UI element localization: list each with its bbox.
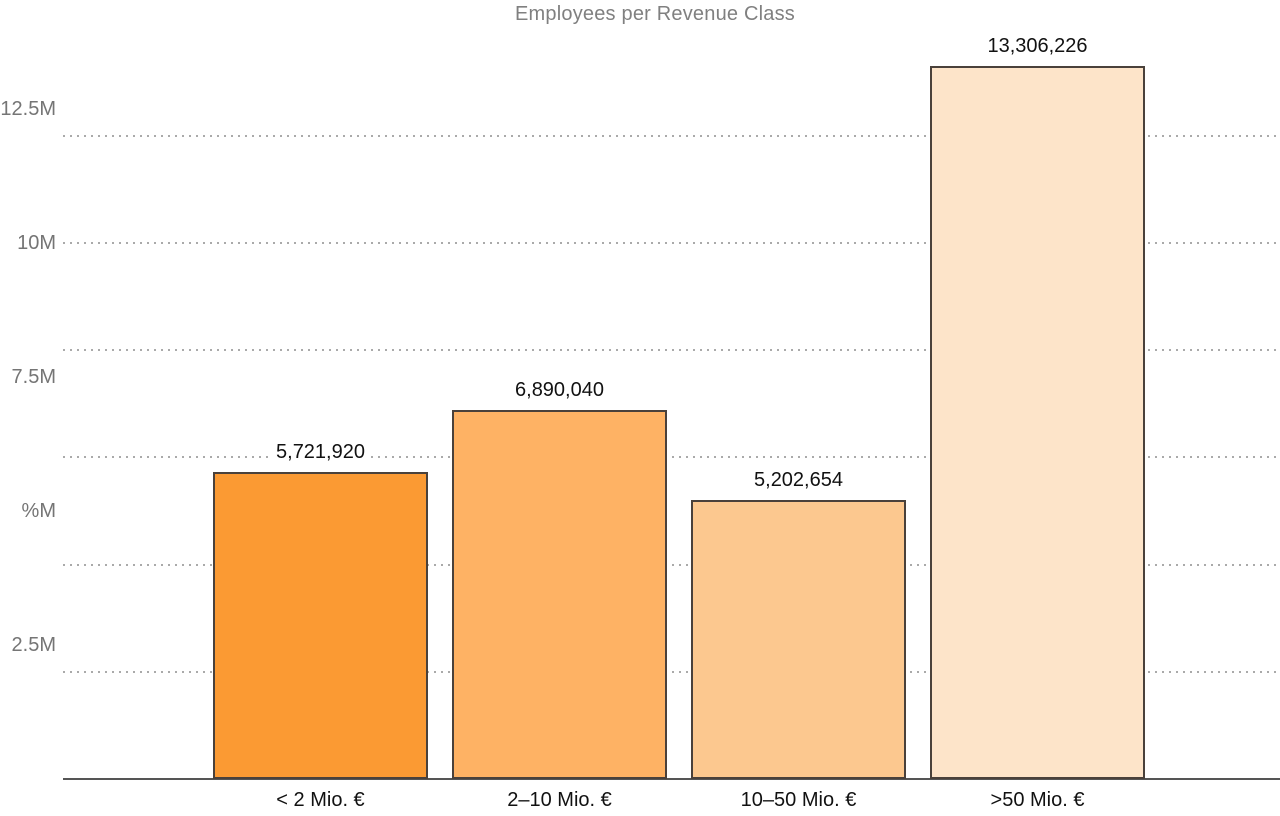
bar-value-label: 13,306,226 <box>982 34 1093 58</box>
gridline <box>63 670 1280 673</box>
x-axis-line <box>63 778 1280 780</box>
y-axis-tick-label: 12.5M <box>0 98 56 121</box>
gridline <box>63 456 1280 459</box>
gridline <box>63 563 1280 566</box>
gridline <box>63 134 1280 137</box>
y-axis-tick-label: 7.5M <box>11 366 56 389</box>
x-axis-tick-label: >50 Mio. € <box>990 789 1085 811</box>
chart-title: Employees per Revenue Class <box>515 3 795 25</box>
gridline <box>63 242 1280 245</box>
x-axis-tick-label: < 2 Mio. € <box>276 789 365 811</box>
bar <box>452 410 667 779</box>
gridline <box>63 349 1280 352</box>
bar <box>213 472 428 779</box>
bar-value-label: 5,721,920 <box>271 440 370 464</box>
y-axis-tick-label: 2.5M <box>11 634 56 657</box>
x-axis-tick-label: 10–50 Mio. € <box>740 789 857 811</box>
bar-value-label: 6,890,040 <box>510 378 609 402</box>
y-axis-tick-label: %M <box>21 500 56 523</box>
bar <box>691 500 906 779</box>
bar <box>930 66 1145 779</box>
y-axis-tick-label: 10M <box>17 232 56 255</box>
x-axis-tick-label: 2–10 Mio. € <box>507 789 612 811</box>
bar-value-label: 5,202,654 <box>749 468 848 492</box>
